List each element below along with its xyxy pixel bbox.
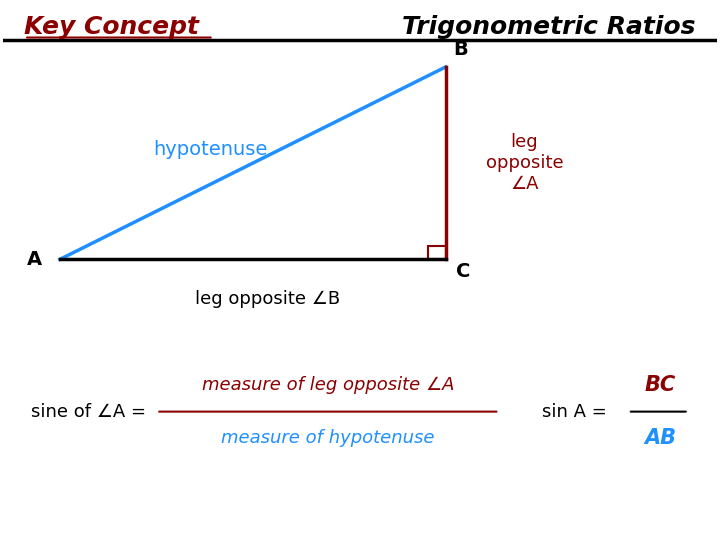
Text: hypotenuse: hypotenuse xyxy=(153,140,267,159)
Text: leg opposite ∠B: leg opposite ∠B xyxy=(194,291,340,308)
Text: Key Concept: Key Concept xyxy=(24,15,199,39)
Text: C: C xyxy=(456,262,471,281)
Text: measure of hypotenuse: measure of hypotenuse xyxy=(221,429,435,447)
Text: B: B xyxy=(453,40,467,59)
Text: measure of leg opposite ∠A: measure of leg opposite ∠A xyxy=(202,376,454,394)
Text: AB: AB xyxy=(644,428,676,448)
Text: Trigonometric Ratios: Trigonometric Ratios xyxy=(402,15,696,39)
Text: leg
opposite
∠A: leg opposite ∠A xyxy=(485,133,563,193)
Text: BC: BC xyxy=(644,375,675,395)
Text: A: A xyxy=(27,250,42,269)
Text: sin A =: sin A = xyxy=(542,403,613,421)
Text: sine of ∠A =: sine of ∠A = xyxy=(32,403,152,421)
Bar xyxy=(428,246,446,259)
